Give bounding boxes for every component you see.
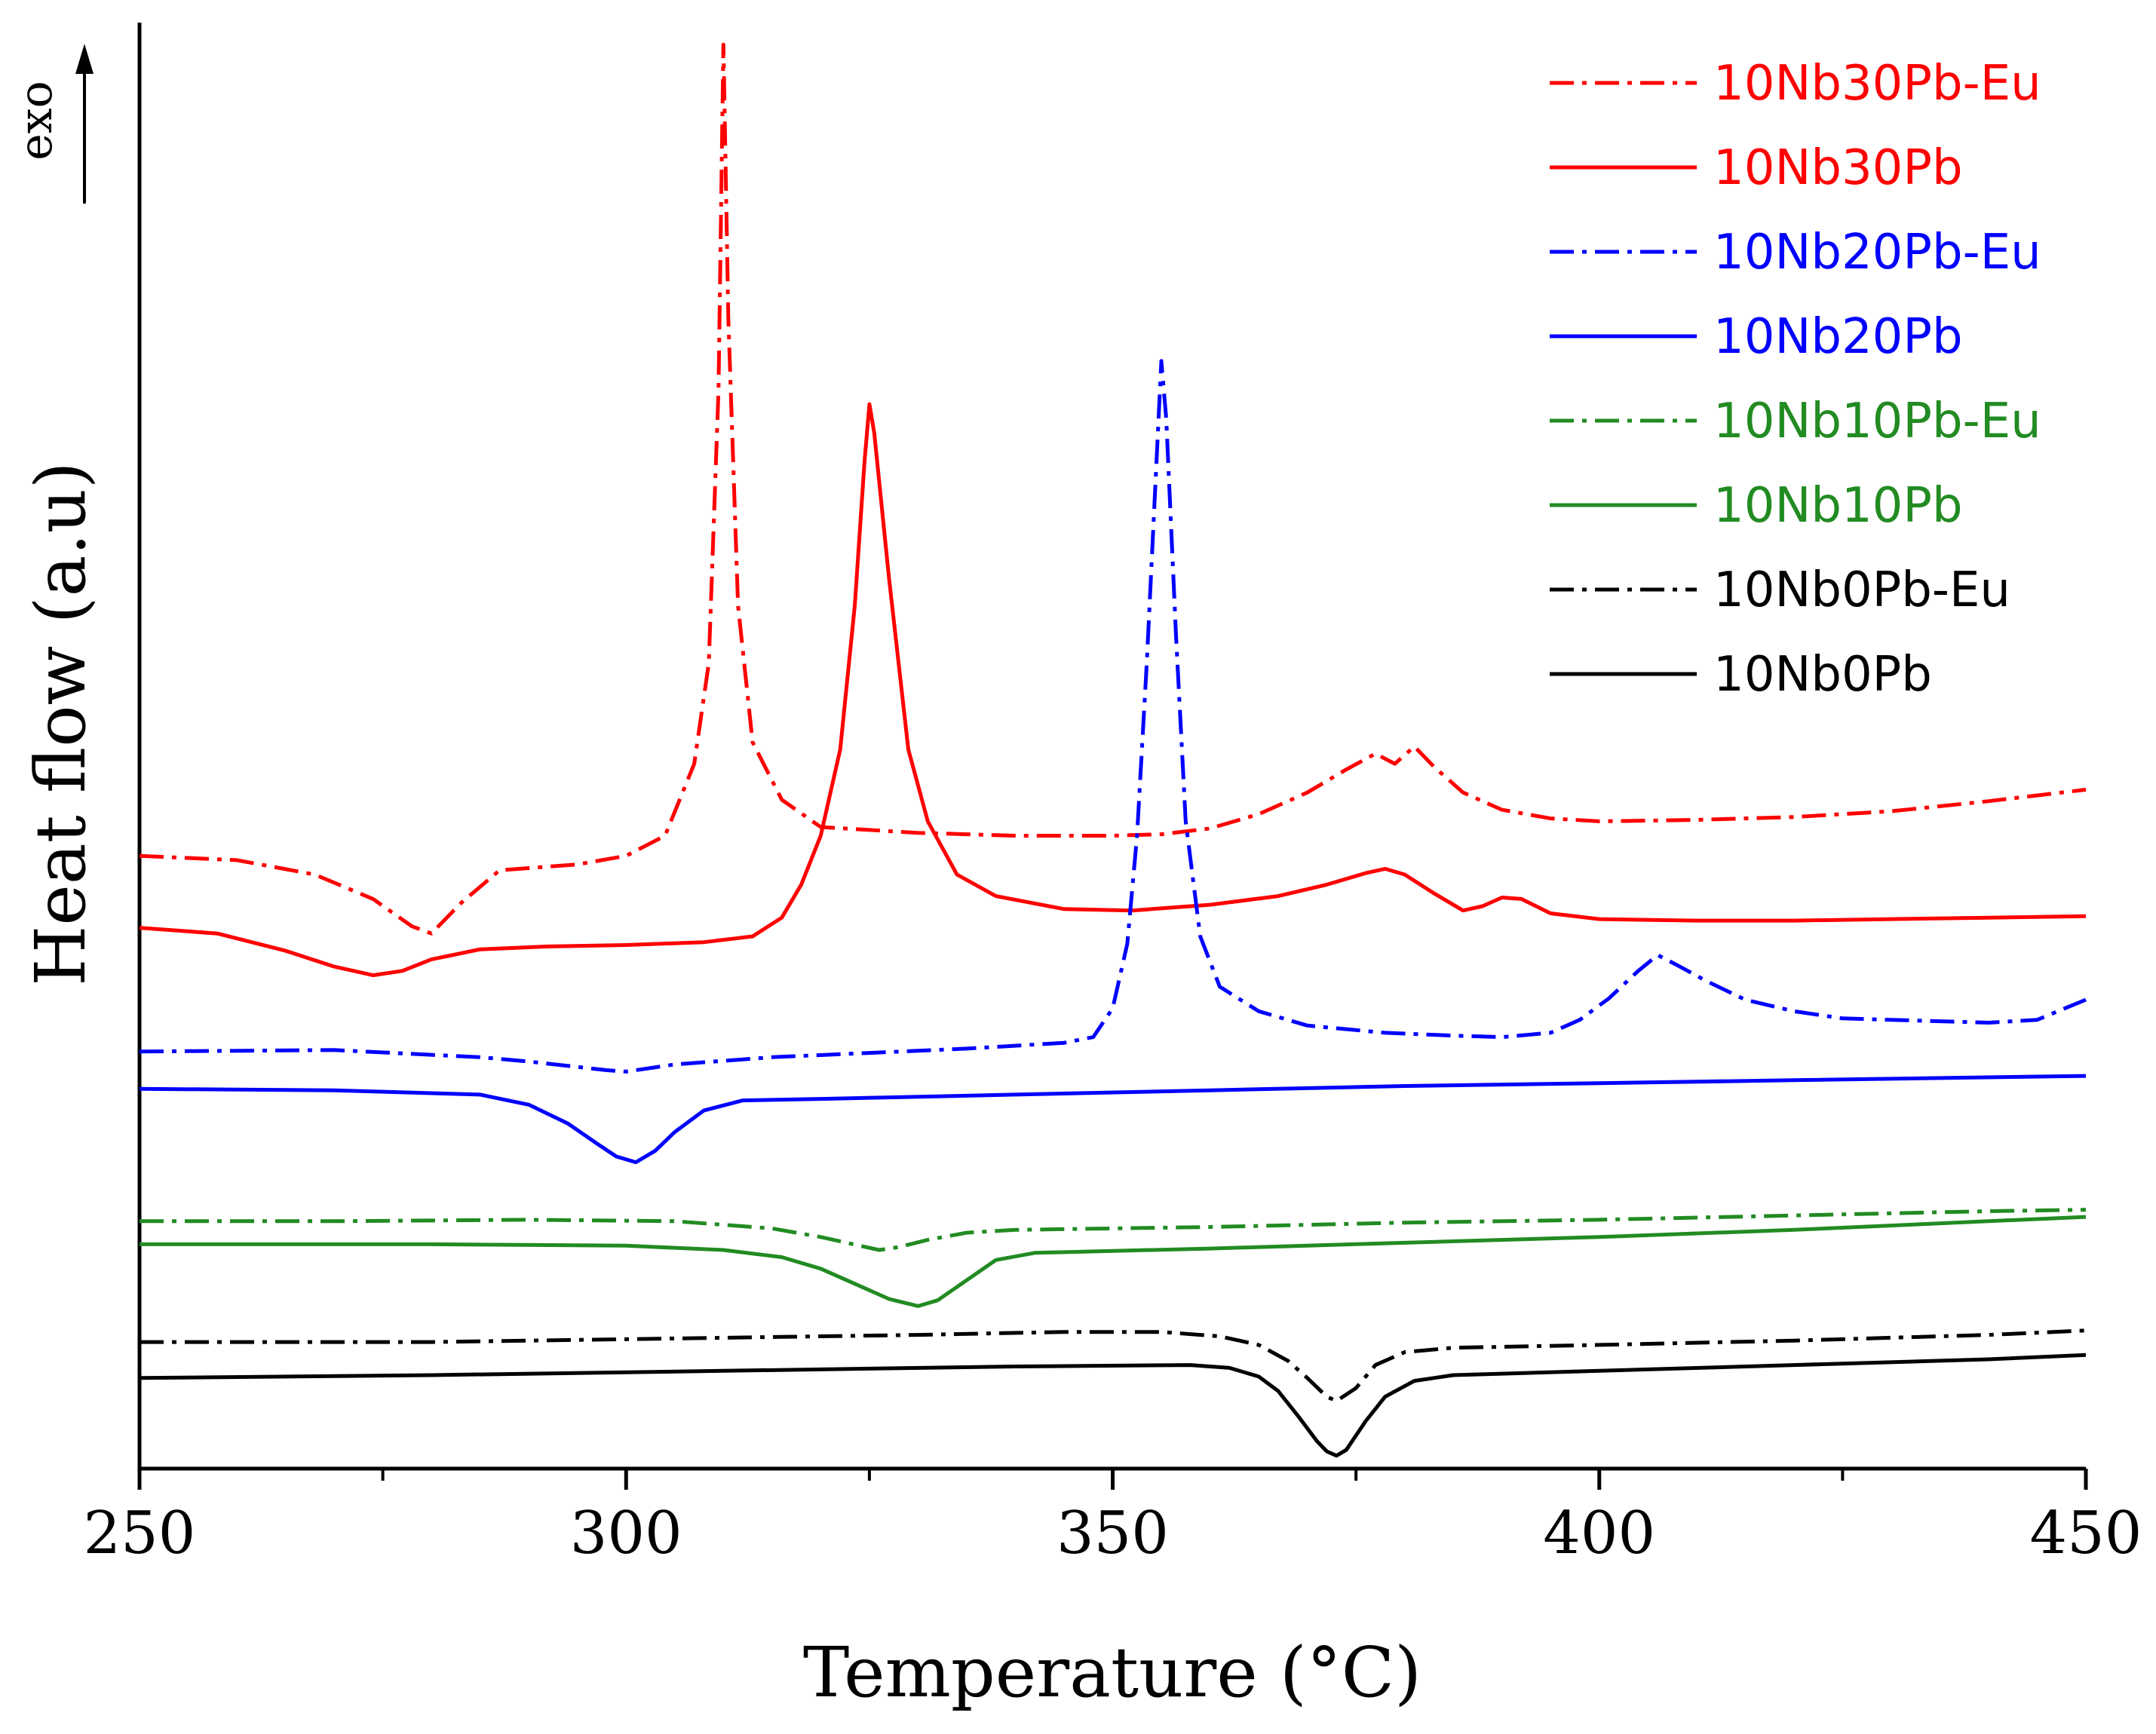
series-10nb30pb-eu — [139, 42, 2087, 936]
series-10nb10pb — [140, 1215, 2087, 1308]
x-tick-label: 400 — [1543, 1500, 1655, 1567]
legend-label: 10Nb20Pb-Eu — [1713, 225, 2041, 280]
x-tick-label: 350 — [1057, 1500, 1169, 1567]
y-axis-title: Heat flow (a.u) — [20, 461, 101, 986]
legend-label: 10Nb10Pb — [1713, 478, 1963, 534]
legend-label: 10Nb10Pb-Eu — [1713, 394, 2041, 449]
series-10nb0pb — [139, 1353, 2087, 1458]
series-10nb20pb — [139, 1074, 2087, 1165]
legend-label: 10Nb30Pb — [1713, 140, 1963, 196]
x-tick-label: 450 — [2030, 1500, 2142, 1567]
legend-label: 10Nb0Pb — [1713, 647, 1932, 703]
exo-arrow-head — [75, 44, 94, 74]
series-10nb30pb — [139, 402, 2087, 978]
series-10nb20pb-eu — [139, 359, 2087, 1074]
series-10nb0pb-eu — [140, 1328, 2087, 1403]
exo-label: exo — [10, 81, 63, 160]
exo-indicator: exo — [10, 44, 94, 204]
legend-label: 10Nb20Pb — [1713, 309, 1963, 365]
x-tick-label: 300 — [570, 1500, 682, 1567]
x-tick-label: 250 — [84, 1500, 196, 1567]
x-ticks: 250 300 350 400 450 — [84, 1469, 2142, 1567]
legend-label: 10Nb0Pb-Eu — [1713, 562, 2010, 618]
legend-label: 10Nb30Pb-Eu — [1713, 56, 2041, 112]
x-axis-title: Temperature (°C) — [803, 1632, 1421, 1713]
legend: 10Nb30Pb-Eu 10Nb30Pb 10Nb20Pb-Eu 10Nb20Pb 10… — [1550, 56, 2041, 703]
curves — [139, 42, 2087, 1458]
series-10nb10pb-eu — [140, 1208, 2087, 1252]
